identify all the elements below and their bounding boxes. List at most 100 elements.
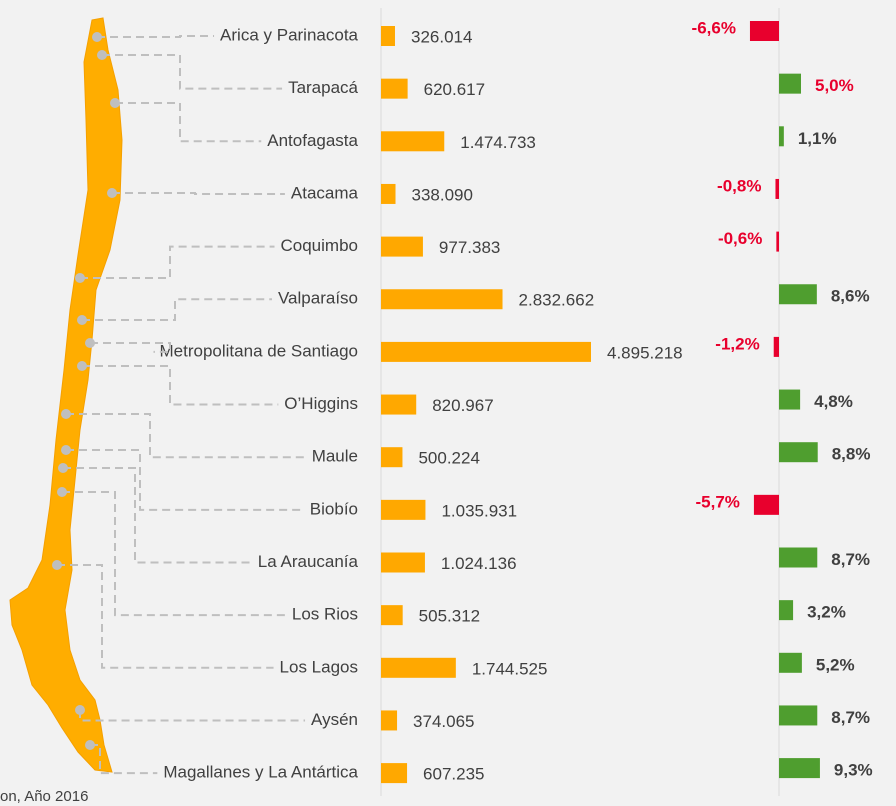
change-label: 4,8% — [814, 392, 853, 411]
connector — [57, 564, 274, 669]
change-bar — [779, 442, 818, 463]
bar — [381, 657, 456, 678]
bar — [381, 763, 408, 784]
change-bar — [779, 547, 818, 568]
connector — [66, 449, 304, 511]
region-dot — [92, 32, 102, 42]
connector — [63, 467, 252, 564]
change-bar — [776, 231, 779, 252]
region-dot — [52, 560, 62, 570]
value-label: 1.474.733 — [460, 133, 536, 152]
connector — [66, 413, 306, 459]
category-label: Atacama — [291, 183, 359, 202]
bar — [381, 131, 445, 152]
value-label: 977.383 — [439, 238, 500, 257]
region-dot — [77, 315, 87, 325]
change-bar — [779, 600, 794, 621]
category-label: Maule — [312, 447, 358, 466]
change-label: 8,7% — [831, 550, 870, 569]
change-bar — [779, 73, 801, 94]
category-label: Metropolitana de Santiago — [160, 341, 358, 360]
connector — [62, 491, 286, 617]
region-dot — [61, 445, 71, 455]
change-label: -5,7% — [695, 492, 739, 511]
change-label: 3,2% — [807, 603, 846, 622]
category-label: Aysén — [311, 710, 358, 729]
change-bar — [779, 705, 818, 726]
connector — [90, 342, 171, 353]
change-label: -6,6% — [692, 18, 736, 37]
bar — [381, 447, 403, 468]
region-dot — [57, 487, 67, 497]
bar — [381, 26, 395, 46]
bar — [381, 183, 396, 204]
footnote: on, Año 2016 — [0, 788, 88, 805]
change-bar — [779, 126, 784, 147]
region-dot — [75, 705, 85, 715]
region-dot — [61, 409, 71, 419]
value-label: 505.312 — [419, 607, 480, 626]
change-bar — [749, 21, 779, 41]
change-bar — [779, 389, 801, 410]
category-label: Coquimbo — [281, 236, 359, 255]
change-label: 8,7% — [831, 708, 870, 727]
connector — [115, 102, 262, 143]
value-label: 620.617 — [424, 80, 485, 99]
bar — [381, 552, 425, 573]
bar — [381, 499, 426, 520]
category-label: Arica y Parinacota — [220, 25, 358, 44]
connector — [82, 365, 279, 406]
region-dot — [85, 740, 95, 750]
category-label: Tarapacá — [288, 78, 358, 97]
value-label: 2.832.662 — [519, 291, 595, 310]
change-label: 8,8% — [832, 445, 871, 464]
change-label: 8,6% — [831, 287, 870, 306]
value-label: 1.024.136 — [441, 554, 517, 573]
bar — [381, 605, 403, 626]
category-label: Valparaíso — [278, 289, 358, 308]
change-label: -1,2% — [715, 334, 759, 353]
change-bar — [753, 494, 779, 515]
category-label: O’Higgins — [284, 394, 358, 413]
region-dot — [77, 361, 87, 371]
change-label: 9,3% — [834, 761, 873, 780]
value-label: 4.895.218 — [607, 343, 683, 362]
change-label: -0,8% — [717, 176, 761, 195]
connector — [97, 35, 215, 38]
bar — [381, 78, 408, 99]
category-label: Los Lagos — [280, 657, 358, 676]
category-label: Magallanes y La Antártica — [163, 763, 358, 782]
change-bar — [779, 284, 817, 305]
chile-map — [9, 17, 123, 773]
region-dot — [107, 188, 117, 198]
region-dot — [85, 338, 95, 348]
change-label: 1,1% — [798, 129, 837, 148]
connector — [112, 192, 285, 195]
value-label: 374.065 — [413, 712, 474, 731]
connector — [82, 298, 272, 321]
bar — [381, 394, 417, 415]
value-label: 1.744.525 — [472, 659, 548, 678]
bar — [381, 341, 591, 362]
region-dot — [110, 98, 120, 108]
category-label: Los Rios — [292, 605, 358, 624]
change-label: 5,2% — [816, 655, 855, 674]
region-dot — [58, 463, 68, 473]
connector — [80, 245, 275, 279]
value-label: 500.224 — [418, 449, 479, 468]
connector — [102, 54, 283, 90]
category-label: La Araucanía — [258, 552, 359, 571]
value-label: 326.014 — [411, 27, 472, 46]
value-label: 338.090 — [412, 185, 473, 204]
bar — [381, 289, 503, 310]
region-dot — [97, 50, 107, 60]
change-bar — [779, 652, 802, 673]
change-bar — [775, 178, 779, 199]
change-bar — [773, 336, 779, 357]
category-label: Antofagasta — [267, 131, 358, 150]
category-label: Biobío — [310, 499, 358, 518]
change-label: 5,0% — [815, 76, 854, 95]
change-bar — [779, 758, 820, 779]
change-label: -0,6% — [718, 229, 762, 248]
